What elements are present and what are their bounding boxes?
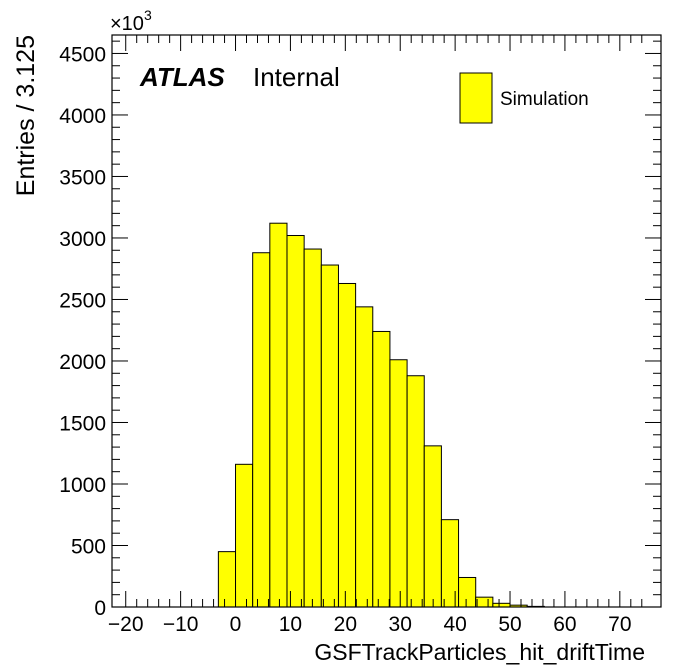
plot-frame: [111, 34, 662, 608]
x-tick-labels: −20 −10 0 10 20 30 40 50 60 70: [108, 613, 632, 636]
y-tick-label: 2500: [59, 289, 106, 312]
x-tick-label: 50: [498, 613, 521, 636]
histogram-bar: [406, 375, 425, 608]
y-tick-label: 1500: [59, 412, 106, 435]
histogram-bar: [235, 463, 254, 608]
legend-swatch-simulation: [459, 72, 493, 124]
x-axis-title: GSFTrackParticles_hit_driftTime: [314, 639, 645, 665]
y-axis-title: Entries / 3.125: [12, 35, 40, 196]
histogram-bar: [217, 551, 237, 608]
y-tick-label: 1000: [59, 474, 106, 497]
histogram-bar: [458, 576, 477, 608]
y-tick-label: 2000: [59, 351, 106, 374]
y-tick-label: 3500: [59, 166, 106, 189]
histogram-bar: [440, 519, 460, 608]
histogram-bar: [269, 222, 288, 608]
histogram-bar: [286, 235, 305, 608]
x-tick-label: 40: [443, 613, 466, 636]
x-tick-label: 10: [279, 613, 302, 636]
histogram-bar: [372, 330, 391, 608]
y-tick-label: 4000: [59, 105, 106, 128]
y-tick-labels: 0 500 1000 1500 2000 2500 3000 3500 4000 4500: [59, 43, 106, 620]
x-tick-label: 70: [608, 613, 631, 636]
x-tick-label: −10: [163, 613, 199, 636]
histogram-bar: [355, 306, 374, 608]
x-tick-label: 20: [334, 613, 357, 636]
x-tick-label: −20: [108, 613, 144, 636]
x-tick-label: 60: [553, 613, 576, 636]
histogram-bar: [303, 248, 322, 608]
histogram-bar: [337, 282, 357, 608]
atlas-label: ATLAS: [139, 62, 225, 92]
y-multiplier: ×103: [110, 7, 152, 35]
atlas-internal-label: Internal: [253, 62, 340, 92]
histogram-bar: [475, 596, 494, 608]
x-tick-label: 0: [230, 613, 242, 636]
y-tick-label: 500: [71, 535, 106, 558]
axis-ticks: [112, 35, 661, 608]
y-tick-label: 4500: [59, 43, 106, 66]
histogram-bar: [389, 359, 408, 608]
histogram-bar: [320, 264, 339, 608]
legend-label-simulation: Simulation: [500, 89, 589, 110]
y-tick-label: 0: [94, 597, 106, 620]
histogram-bars: [217, 222, 545, 608]
x-tick-label: 30: [389, 613, 412, 636]
histogram-bar: [423, 445, 442, 608]
y-tick-label: 3000: [59, 228, 106, 251]
histogram-bar: [252, 252, 271, 608]
